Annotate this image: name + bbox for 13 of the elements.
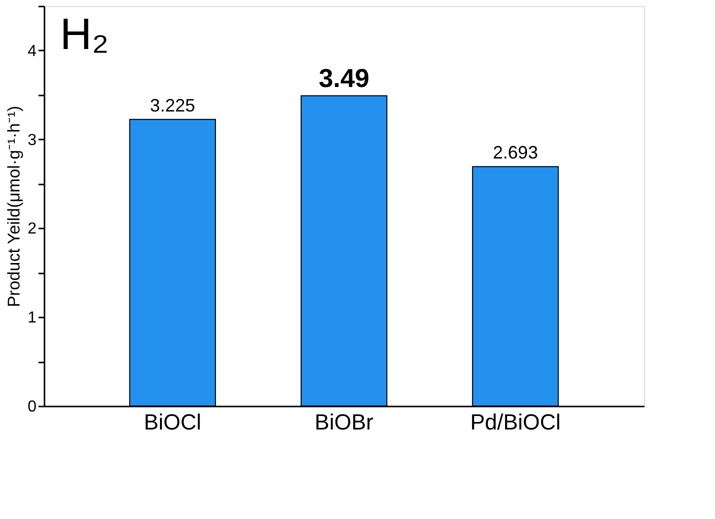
y-tick-label: 2 bbox=[28, 220, 37, 238]
y-tick-label: 4 bbox=[28, 42, 37, 60]
x-tick-label: Pd/BiOCl bbox=[470, 410, 561, 434]
data-label: 2.693 bbox=[492, 142, 538, 163]
x-tick-label: BiOCl bbox=[144, 410, 202, 434]
y-tick-label: 0 bbox=[28, 398, 37, 416]
data-label: 3.49 bbox=[318, 62, 370, 93]
y-tick-label: 1 bbox=[28, 310, 37, 327]
y-axis-title: Product Yeild(μmol·g⁻¹·h⁻¹) bbox=[4, 106, 24, 308]
x-tick-label: BiOBr bbox=[314, 410, 374, 434]
data-label: 3.225 bbox=[150, 95, 196, 116]
y-tick-label: 3 bbox=[28, 132, 37, 149]
annotation: H₂ bbox=[60, 10, 109, 59]
